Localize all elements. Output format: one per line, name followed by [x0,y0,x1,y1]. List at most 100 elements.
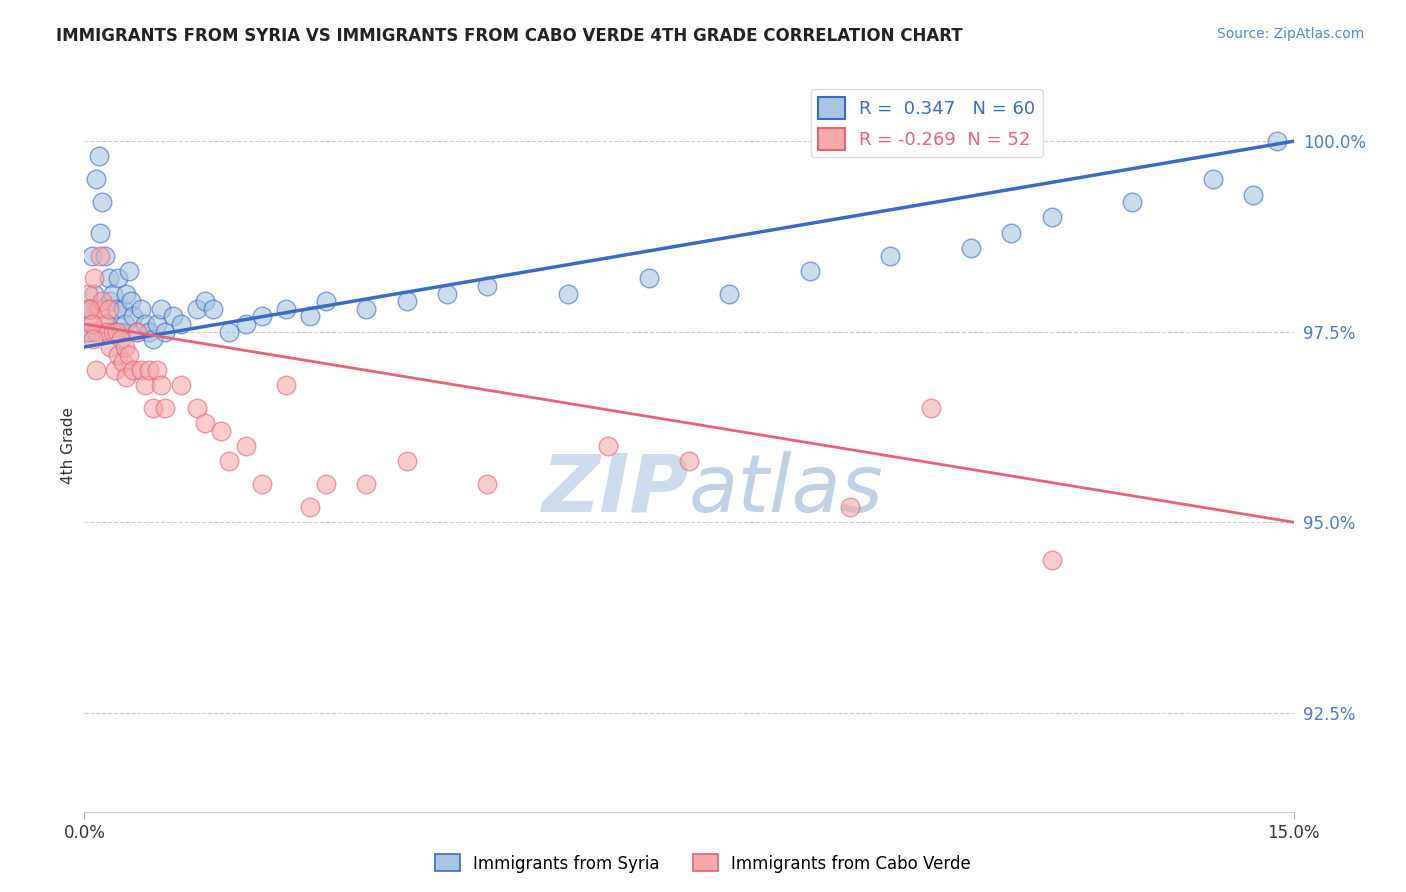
Point [395,454,418,468]
Point [149,301,172,316]
Point [142,401,165,415]
Point [138,363,160,377]
Point [101,325,124,339]
Point [202,301,225,316]
Point [93,317,115,331]
Text: ZIP: ZIP [541,450,689,529]
Point [718,286,741,301]
Point [98,294,121,309]
Point [96,317,118,331]
Point [76,325,98,339]
Point [125,325,148,339]
Point [114,317,136,331]
Point [110,325,132,339]
Point [153,325,176,339]
Point [477,279,499,293]
Legend: Immigrants from Syria, Immigrants from Cabo Verde: Immigrants from Syria, Immigrants from C… [429,847,977,880]
Point [82,317,104,331]
Legend: R =  0.347   N = 60, R = -0.269  N = 52: R = 0.347 N = 60, R = -0.269 N = 52 [811,89,1043,157]
Point [105,325,128,339]
Point [112,301,135,316]
Point [125,325,148,339]
Point [97,271,120,285]
Point [879,248,901,262]
Point [1241,187,1264,202]
Point [118,264,141,278]
Point [1267,134,1289,148]
Point [80,317,103,331]
Point [105,301,128,316]
Point [89,226,111,240]
Point [120,294,142,309]
Point [1040,553,1063,567]
Point [960,241,983,255]
Point [91,195,114,210]
Point [477,477,499,491]
Point [138,325,160,339]
Point [839,500,862,514]
Point [315,294,337,309]
Point [194,294,217,309]
Text: IMMIGRANTS FROM SYRIA VS IMMIGRANTS FROM CABO VERDE 4TH GRADE CORRELATION CHART: IMMIGRANTS FROM SYRIA VS IMMIGRANTS FROM… [56,27,963,45]
Point [209,424,232,438]
Point [170,317,193,331]
Point [149,378,172,392]
Point [83,286,105,301]
Point [557,286,579,301]
Point [299,310,322,324]
Point [315,477,337,491]
Text: Source: ZipAtlas.com: Source: ZipAtlas.com [1216,27,1364,41]
Point [110,332,132,346]
Point [77,301,100,316]
Point [83,271,105,285]
Point [129,301,152,316]
Point [299,500,322,514]
Point [598,439,620,453]
Point [250,310,273,324]
Y-axis label: 4th Grade: 4th Grade [60,408,76,484]
Point [436,286,458,301]
Point [146,363,169,377]
Point [194,416,217,430]
Point [235,317,257,331]
Point [91,294,114,309]
Point [93,248,115,262]
Point [218,454,240,468]
Point [107,347,129,361]
Point [274,378,297,392]
Point [170,378,193,392]
Point [920,401,942,415]
Point [86,172,108,186]
Point [98,340,121,354]
Point [107,271,129,285]
Point [87,301,110,316]
Point [1121,195,1143,210]
Point [97,301,120,316]
Point [80,301,103,316]
Point [186,301,208,316]
Point [115,370,138,384]
Point [142,332,165,346]
Point [235,439,257,453]
Point [153,401,176,415]
Point [101,286,124,301]
Point [218,325,240,339]
Point [799,264,821,278]
Point [356,477,378,491]
Point [678,454,700,468]
Point [104,363,127,377]
Point [1040,211,1063,225]
Point [115,286,138,301]
Point [121,363,143,377]
Point [86,325,108,339]
Point [356,301,378,316]
Point [87,149,110,163]
Point [104,325,127,339]
Text: atlas: atlas [689,450,884,529]
Point [121,310,143,324]
Point [89,248,111,262]
Point [395,294,418,309]
Point [80,325,103,339]
Point [1202,172,1225,186]
Point [112,355,135,369]
